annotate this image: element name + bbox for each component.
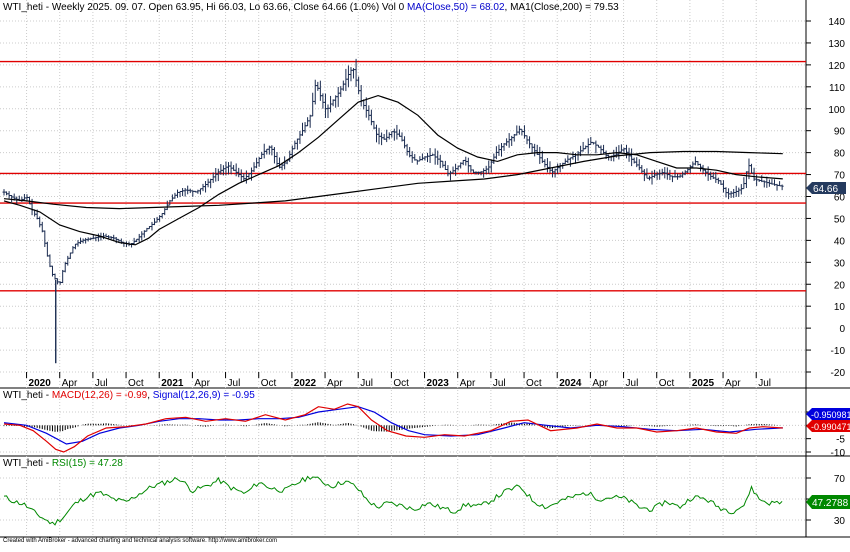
horizontal-levels-layer [0,60,806,292]
macd-last-value: -0.990471 [811,422,850,432]
rsi-tick-label: 70 [834,474,846,485]
y-tick-label: 80 [834,149,846,160]
axis-labels-layer: 2020 Apr Jul Oct 2021 Apr Jul Oct 2022 Apr Jul Oct 2… [26,17,846,527]
macd-tick-label: -10 [831,448,846,459]
y-tick-label: 10 [834,302,846,313]
price-last-tag: 64.66 [806,182,846,195]
y-tick-label: 30 [834,258,846,269]
y-tick-label: 90 [834,127,846,138]
price-header: WTI_heti - Weekly 2025. 09. 07. Open 63.… [3,2,619,13]
x-tick-label: 2022 [294,378,317,389]
x-tick-label: Jul [95,378,108,389]
grid-layer [0,0,806,537]
macd-line [3,403,783,453]
x-tick-label: Oct [128,378,144,389]
y-tick-label: 40 [834,236,846,247]
price-last-value: 64.66 [813,184,838,195]
x-tick-label: Apr [327,378,343,389]
y-tick-label: 100 [828,105,845,116]
signal-last-tag: -0.950981 [806,408,850,420]
price-panel-bg [0,0,806,388]
footer-credit: Created with AmiBroker - advanced charti… [3,538,278,544]
rsi-last-tag: 47.2788 [806,495,850,509]
y-tick-label: 110 [829,83,845,94]
x-tick-label: Jul [493,378,506,389]
x-tick-label: Apr [592,378,608,389]
moving-average-layer [3,94,783,246]
ma50-line [3,94,783,246]
y-tick-label: 70 [834,171,846,182]
x-tick-label: Apr [194,378,210,389]
x-tick-label: Jul [360,378,373,389]
rsi-line [3,475,783,526]
x-tick-label: Oct [526,378,542,389]
rsi-tick-label: 30 [834,516,846,527]
x-tick-label: Jul [758,378,771,389]
macd-last-tag: -0.990471 [806,420,850,432]
y-tick-label: 0 [839,324,845,335]
rsi-last-value: 47.2788 [812,498,849,509]
x-tick-label: Oct [261,378,277,389]
x-tick-label: Apr [460,378,476,389]
y-tick-label: 120 [828,61,845,72]
x-tick-label: Apr [725,378,741,389]
x-tick-label: Jul [626,378,639,389]
price-layer [2,58,784,364]
y-tick-label: -20 [831,368,846,379]
x-tick-label: 2021 [161,378,184,389]
rsi-header: WTI_heti - RSI(15) = 47.28 [3,458,123,469]
rsi-layer [3,475,783,526]
x-tick-label: Oct [393,378,409,389]
y-tick-label: 50 [834,214,846,225]
y-tick-label: 140 [828,17,845,28]
macd-header: WTI_heti - MACD(12,26) = -0.99, Signal(1… [3,390,255,401]
x-tick-label: Jul [228,378,241,389]
y-tick-label: 130 [828,39,845,50]
x-tick-label: Oct [659,378,675,389]
y-tick-label: 20 [834,280,846,291]
x-tick-label: 2025 [692,378,715,389]
x-tick-label: 2023 [427,378,450,389]
macd-tick-label: -5 [836,435,845,446]
signal-last-value: -0.950981 [811,410,850,420]
macd-layer [3,403,783,453]
x-tick-label: 2024 [559,378,582,389]
y-tick-label: -10 [831,346,846,357]
x-tick-label: Apr [62,378,78,389]
x-tick-label: 2020 [29,378,52,389]
y-tick-label: 60 [834,193,846,204]
ma200-line [3,150,783,210]
